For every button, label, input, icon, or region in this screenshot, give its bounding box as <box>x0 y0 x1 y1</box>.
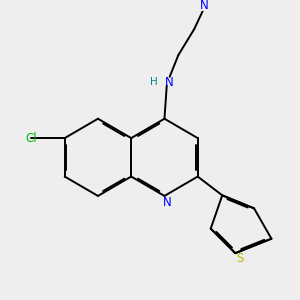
Text: S: S <box>236 252 243 265</box>
Text: H: H <box>150 77 158 87</box>
Text: N: N <box>165 76 174 88</box>
Text: N: N <box>200 0 209 12</box>
Text: Cl: Cl <box>25 132 37 145</box>
Text: N: N <box>163 196 172 209</box>
